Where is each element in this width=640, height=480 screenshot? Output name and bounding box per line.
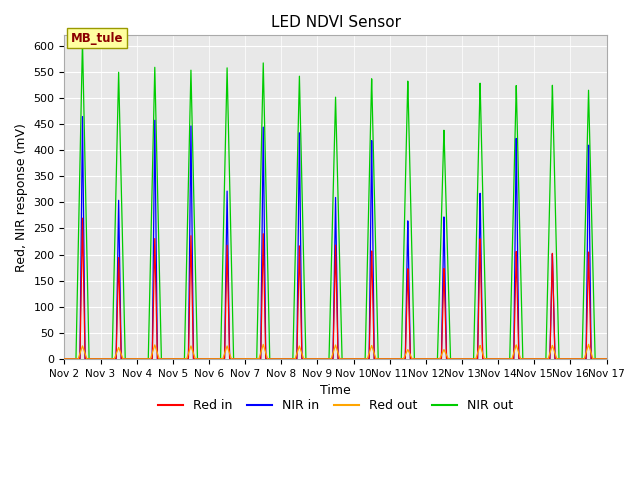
Y-axis label: Red, NIR response (mV): Red, NIR response (mV) [15,123,28,272]
Title: LED NDVI Sensor: LED NDVI Sensor [271,15,401,30]
Text: MB_tule: MB_tule [71,32,124,45]
Legend: Red in, NIR in, Red out, NIR out: Red in, NIR in, Red out, NIR out [152,395,518,418]
X-axis label: Time: Time [320,384,351,397]
